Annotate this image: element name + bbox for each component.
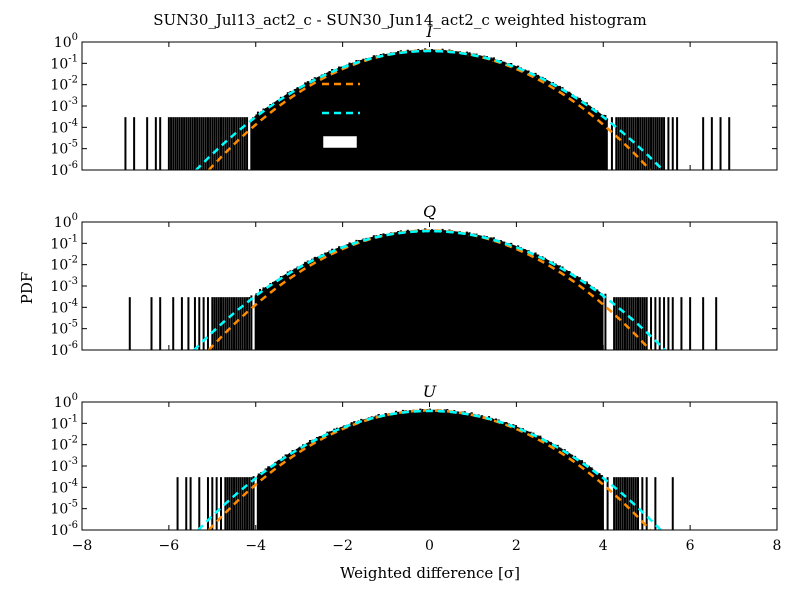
plot-area [176, 408, 674, 530]
y-tick-label: 10-6 [50, 160, 78, 179]
y-tick-label: 10-2 [50, 75, 78, 94]
x-tick-label: −6 [159, 538, 180, 554]
legend-swatch [320, 133, 360, 151]
panel-I: 100 10-1 10-2 10-3 10-4 10-5 10-6 I [50, 22, 778, 179]
y-tick-label: 10-5 [50, 139, 78, 158]
x-tick-label: 6 [686, 538, 695, 554]
panels: 10010-110-210-310-410-510-6I10010-110-21… [50, 22, 781, 554]
series-data [128, 228, 718, 350]
histogram-core [250, 48, 608, 170]
panel-U: 100 10-1 10-2 10-3 10-4 10-5 10-6−8 −6 −4 −2 0 2 4 6 8… [50, 382, 781, 554]
x-tick-label: −4 [245, 538, 266, 554]
y-tick-label: 10-6 [50, 340, 78, 359]
legend-label: Data [377, 132, 420, 153]
panel-title: Q [423, 202, 436, 221]
y-tick-label: 100 [54, 392, 78, 411]
y-tick-label: 10-3 [50, 276, 78, 295]
y-tick-label: 10-4 [50, 117, 78, 136]
y-tick-label: 10-4 [50, 297, 78, 316]
x-axis-label: Weighted difference [σ] [340, 564, 520, 582]
y-tick-label: 100 [54, 32, 78, 51]
series-fitted-gaussian [194, 49, 665, 170]
panel-Q: 100 10-1 10-2 10-3 10-4 10-5 10-6 Q [50, 202, 778, 359]
y-tick-label: 10-2 [50, 255, 78, 274]
y-tick-label: 10-1 [50, 413, 78, 432]
x-tick-label: −2 [332, 538, 353, 554]
y-tick-label: 10-4 [50, 477, 78, 496]
series-fitted-gaussian [192, 229, 667, 350]
panel-title: I [425, 22, 433, 41]
y-tick-label: 10-5 [50, 319, 78, 338]
y-tick-label: 10-6 [50, 520, 78, 539]
series-fitted-gaussian [196, 409, 663, 530]
histogram-core [256, 408, 604, 530]
x-tick-label: 4 [599, 538, 608, 554]
legend-label: Fitted Gaussian [377, 103, 521, 124]
figure-title: SUN30_Jul13_act2_c - SUN30_Jun14_act2_c … [153, 11, 646, 29]
legend-entry: Data [320, 132, 420, 153]
series-data [176, 408, 674, 530]
series-data [124, 48, 731, 170]
y-tick-label: 10-3 [50, 96, 78, 115]
histogram-core [254, 228, 604, 350]
x-tick-label: 8 [773, 538, 782, 554]
x-tick-label: −8 [72, 538, 93, 554]
x-tick-label: 0 [425, 538, 434, 554]
legend-entry: White noise [322, 74, 485, 95]
legend-entry: Fitted Gaussian [322, 103, 521, 124]
y-tick-label: 10-2 [50, 435, 78, 454]
legend: White noise Fitted Gaussian Data [320, 74, 521, 153]
series-white-noise [207, 229, 652, 350]
y-tick-label: 100 [54, 212, 78, 231]
y-axis-label: PDF [18, 272, 36, 305]
legend-label: White noise [377, 74, 485, 95]
y-tick-label: 10-1 [50, 53, 78, 72]
y-tick-label: 10-5 [50, 499, 78, 518]
y-tick-label: 10-1 [50, 233, 78, 252]
plot-area [128, 228, 718, 350]
panel-title: U [423, 382, 437, 401]
x-tick-label: 2 [512, 538, 521, 554]
y-tick-label: 10-3 [50, 456, 78, 475]
plot-area [124, 48, 731, 170]
